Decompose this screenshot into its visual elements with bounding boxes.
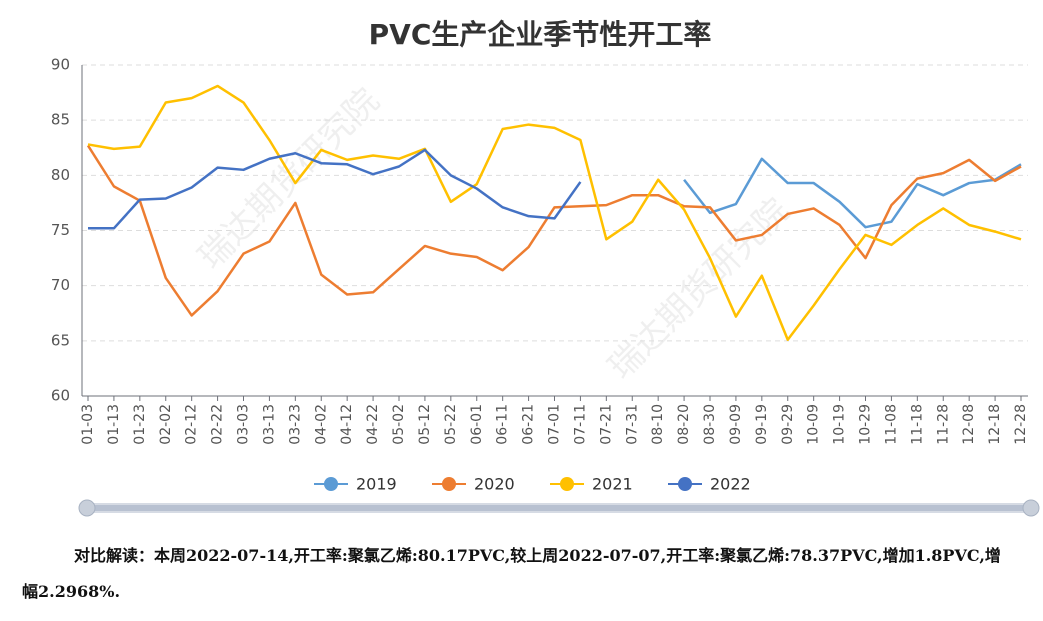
legend-marker [678,477,692,491]
y-tick-label: 90 [51,56,70,74]
x-tick-label: 07-11 [572,404,588,445]
y-tick-label: 75 [51,221,70,239]
x-tick-label: 03-03 [236,404,252,445]
x-tick-label: 05-02 [391,404,407,445]
legend-item[interactable]: 2019 [314,475,397,494]
legend-marker [442,477,456,491]
x-tick-label: 04-22 [365,404,381,445]
x-tick-label: 02-22 [210,404,226,445]
legend-item[interactable]: 2020 [432,475,515,494]
x-tick-label: 03-13 [261,404,277,445]
legend-marker [560,477,574,491]
x-tick-label: 09-29 [780,404,796,445]
x-tick-label: 06-11 [495,404,511,445]
series-line [87,84,1022,341]
legend-label: 2019 [356,475,397,494]
x-tick-label: 10-29 [858,404,874,445]
x-tick-label: 04-12 [339,404,355,445]
x-tick-label: 08-20 [676,404,692,445]
x-tick-label: 12-08 [961,404,977,445]
x-tick-label: 01-03 [80,404,96,445]
x-tick-label: 04-02 [313,404,329,445]
y-tick-label: 70 [51,276,70,294]
x-tick-label: 06-01 [469,404,485,445]
x-tick-label: 06-21 [521,404,537,445]
y-tick-label: 60 [51,387,70,405]
zoom-handle[interactable] [78,499,96,517]
legend-label: 2020 [474,475,515,494]
x-tick-label: 10-19 [832,404,848,445]
data-zoom[interactable] [78,499,1040,517]
zoom-handle[interactable] [1022,499,1040,517]
x-tick-label: 08-10 [650,404,666,445]
legend-label: 2021 [592,475,633,494]
legend-item[interactable]: 2022 [668,475,751,494]
x-tick-label: 07-01 [547,404,563,445]
x-tick-label: 11-08 [883,404,899,445]
x-tick-label: 11-18 [909,404,925,445]
x-tick-label: 01-13 [106,404,122,445]
y-tick-label: 85 [51,111,70,129]
series-line [88,148,582,230]
x-tick-label: 09-09 [728,404,744,445]
x-tick-label: 05-12 [417,404,433,445]
x-tick-label: 02-12 [184,404,200,445]
chart-title: PVC生产企业季节性开工率 [369,18,712,51]
x-tick-label: 03-23 [287,404,303,445]
x-tick-label: 11-28 [935,404,951,445]
note: 对比解读：本周2022-07-14,开工率:聚氯乙烯:80.17PVC,较上周2… [22,546,1001,601]
legend-item[interactable]: 2021 [550,475,633,494]
series-line [86,144,1022,317]
x-tick-label: 05-22 [443,404,459,445]
series-line [683,157,1022,229]
x-tick-label: 01-23 [132,404,148,445]
x-tick-label: 12-18 [987,404,1003,445]
zoom-range [85,505,1032,511]
legend-label: 2022 [710,475,751,494]
x-tick-label: 09-19 [754,404,770,445]
y-tick-label: 65 [51,331,70,349]
x-tick-label: 10-09 [806,404,822,445]
x-tick-label: 07-21 [598,404,614,445]
legend-marker [324,477,338,491]
x-tick-label: 08-30 [702,404,718,445]
y-tick-label: 80 [51,166,70,184]
x-tick-label: 12-28 [1013,404,1029,445]
watermark: 瑞达期货研究院 [191,81,388,278]
chart: PVC生产企业季节性开工率 瑞达期货研究院瑞达期货研究院606570758085… [51,18,1040,517]
x-tick-label: 07-31 [624,404,640,445]
x-tick-label: 02-02 [158,404,174,445]
